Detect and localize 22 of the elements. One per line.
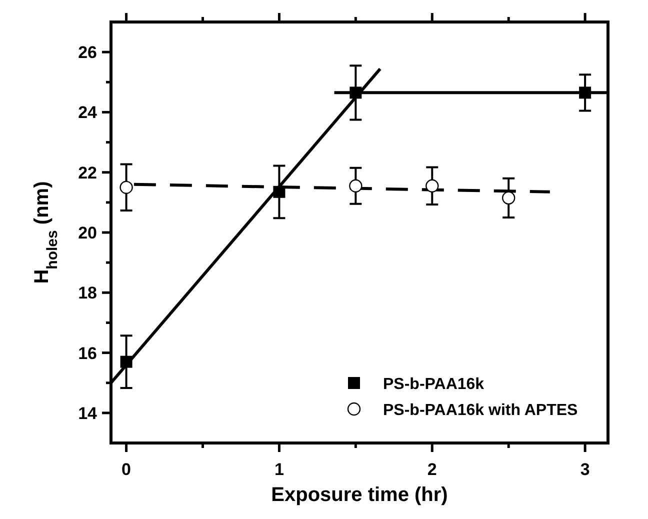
point [349, 179, 362, 192]
y-tick-label: 14 [78, 404, 98, 423]
y-tick-label: 22 [78, 163, 97, 182]
y-tick-label: 20 [78, 224, 97, 242]
x-axis-title: Exposure time (hr) [271, 484, 448, 506]
x-tick-label: 3 [580, 460, 590, 479]
point [579, 86, 592, 99]
point [273, 186, 286, 198]
point [502, 191, 516, 205]
y-tick-label: 24 [78, 103, 98, 122]
point [350, 86, 362, 99]
y-tick-label: 16 [78, 344, 97, 363]
y-tick-label: 18 [78, 284, 97, 303]
x-tick-label: 2 [427, 460, 437, 479]
y-tick-label: 26 [78, 43, 97, 62]
point [426, 179, 439, 192]
legend-label: PS-b-PAA16k with APTES [383, 402, 578, 419]
point [120, 180, 133, 194]
x-tick-label: 0 [122, 460, 132, 479]
point [120, 356, 132, 368]
legend-label: PS-b-PAA16k [383, 376, 484, 393]
x-tick-label: 1 [274, 460, 284, 479]
